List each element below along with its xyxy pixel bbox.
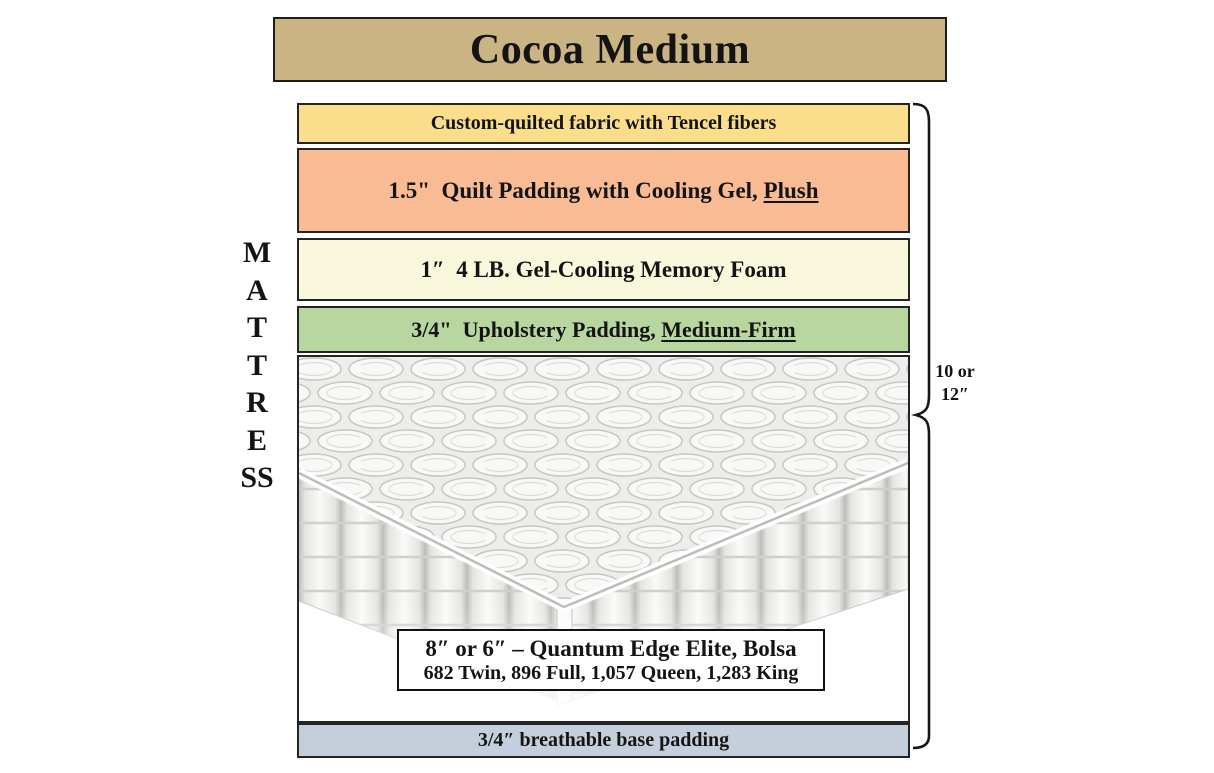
height-annotation-line2: 12″ [941,384,969,404]
mattress-vertical-label: MATTRESS [240,236,274,494]
layer-base-padding: 3/4″ breathable base padding [297,723,910,758]
coil-photo-area: 8″ or 6″ – Quantum Edge Elite, Bolsa 682… [297,355,910,723]
layer-upholstery-padding: 3/4" Upholstery Padding, Medium-Firm [297,306,910,353]
layer-fabric: Custom-quilted fabric with Tencel fibers [297,103,910,144]
layer-upholstery-label-emphasis: Medium-Firm [661,316,796,342]
height-brace [911,102,931,750]
height-annotation: 10 or 12″ [929,360,981,406]
coil-spec-line2: 682 Twin, 896 Full, 1,057 Queen, 1,283 K… [423,662,799,684]
coil-spec-box: 8″ or 6″ – Quantum Edge Elite, Bolsa 682… [397,629,825,691]
height-annotation-line1: 10 or [935,361,975,381]
layer-quilt-padding: 1.5" Quilt Padding with Cooling Gel, Plu… [297,148,910,233]
page-title: Cocoa Medium [469,26,751,73]
title-box: Cocoa Medium [273,17,947,82]
layer-quilt-label: 1.5" Quilt Padding with Cooling Gel, Plu… [388,178,818,204]
layer-base-label: 3/4″ breathable base padding [477,729,730,751]
layer-memory-foam: 1″ 4 LB. Gel-Cooling Memory Foam [297,238,910,301]
layer-upholstery-label-prefix: 3/4" Upholstery Padding, [411,316,662,342]
layer-memory-label: 1″ 4 LB. Gel-Cooling Memory Foam [420,256,787,282]
coil-spec-line1: 8″ or 6″ – Quantum Edge Elite, Bolsa [425,636,797,661]
layer-upholstery-label: 3/4" Upholstery Padding, Medium-Firm [411,317,795,343]
layer-quilt-label-prefix: 1.5" Quilt Padding with Cooling Gel, [388,177,764,203]
layer-quilt-label-emphasis: Plush [763,177,819,203]
mattress-layer-stack: Custom-quilted fabric with Tencel fibers… [297,103,910,758]
layer-fabric-label: Custom-quilted fabric with Tencel fibers [430,112,777,134]
